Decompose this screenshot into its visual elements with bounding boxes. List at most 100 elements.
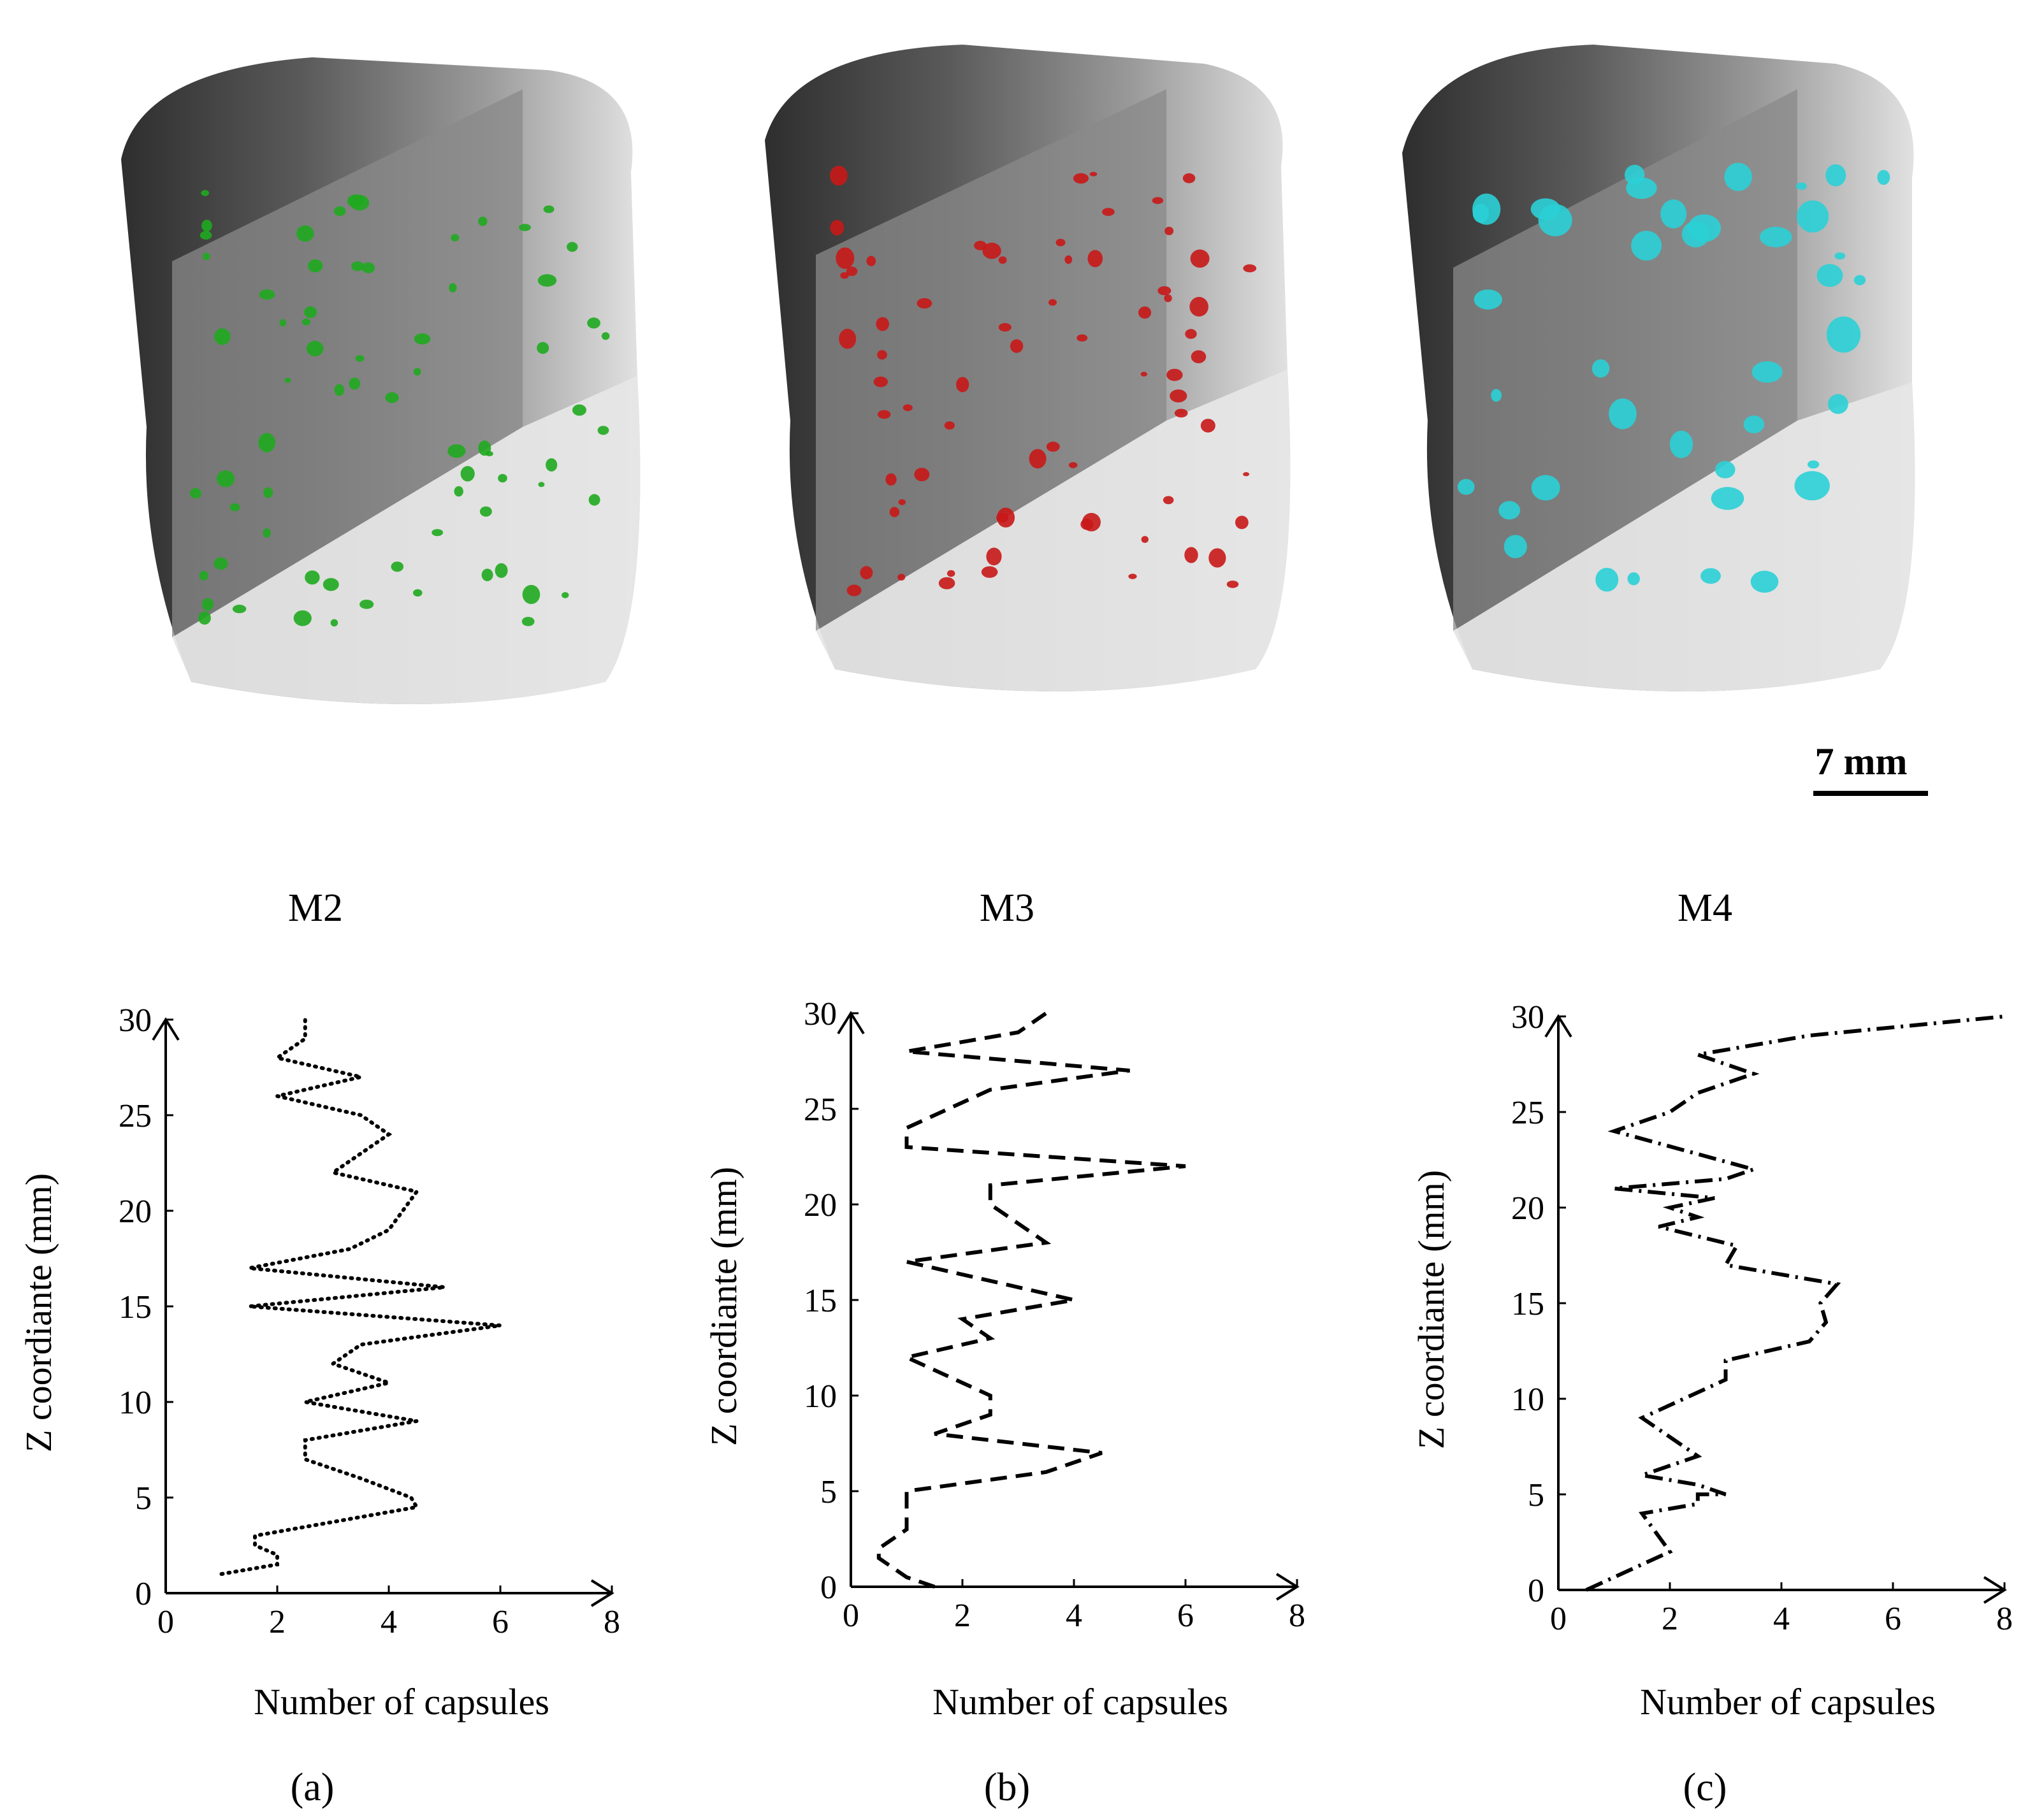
capsule <box>1498 501 1521 520</box>
capsule <box>1170 389 1187 403</box>
capsule <box>998 256 1007 264</box>
capsule <box>986 547 1002 566</box>
capsules-m3 <box>830 166 1257 596</box>
capsule <box>1660 199 1687 229</box>
capsule <box>347 194 365 208</box>
capsule <box>201 219 212 232</box>
scale-bar: 7 mm <box>1813 740 1928 796</box>
capsule <box>996 507 1015 528</box>
capsule <box>1472 193 1501 225</box>
capsule <box>1046 442 1060 452</box>
y-tick-label: 10 <box>804 1378 837 1415</box>
capsule <box>361 262 375 273</box>
capsule <box>877 410 891 419</box>
capsule <box>1128 574 1137 579</box>
capsule <box>263 487 273 498</box>
capsule <box>413 368 421 376</box>
capsule <box>1504 535 1527 558</box>
capsule <box>974 240 987 250</box>
capsule <box>1235 516 1249 530</box>
x-tick-label: 8 <box>604 1604 620 1640</box>
capsule <box>1200 419 1215 433</box>
capsule <box>1226 581 1239 588</box>
capsule <box>199 231 212 240</box>
capsule <box>860 566 873 580</box>
y-tick-label: 15 <box>1511 1286 1544 1322</box>
capsule <box>1828 394 1848 414</box>
y-tick-label: 10 <box>1511 1382 1544 1418</box>
capsule <box>1760 226 1792 248</box>
y-tick-label: 20 <box>119 1194 152 1230</box>
capsule <box>1184 547 1198 563</box>
capsule <box>519 224 531 231</box>
capsule <box>216 470 235 487</box>
y-tick-label: 20 <box>804 1187 837 1224</box>
axes: 0 2 4 6 8 0 5 10 15 20 25 30 <box>119 1002 620 1640</box>
capsule <box>1743 415 1765 433</box>
capsule <box>1797 200 1829 233</box>
capsule <box>885 473 897 486</box>
capsule <box>479 506 492 517</box>
capsule <box>334 384 345 396</box>
capsule <box>1182 173 1196 184</box>
capsule <box>1080 518 1094 530</box>
capsule <box>1834 252 1846 260</box>
capsule <box>349 377 361 390</box>
chart-title: M3 <box>980 886 1034 930</box>
panel-letter: (b) <box>984 1766 1030 1809</box>
capsule <box>1491 389 1502 402</box>
capsule <box>877 350 887 360</box>
capsule <box>1714 461 1736 479</box>
x-tick-label: 4 <box>381 1604 397 1640</box>
capsule <box>1164 226 1174 235</box>
series-line <box>876 1011 1186 1589</box>
capsule <box>903 404 913 412</box>
capsule <box>1750 570 1779 593</box>
y-tick-label: 30 <box>804 996 837 1032</box>
capsule <box>307 259 323 273</box>
capsule <box>601 332 610 340</box>
capsule <box>414 333 431 345</box>
y-tick-label: 5 <box>820 1474 837 1510</box>
capsule <box>1457 479 1475 495</box>
capsule <box>385 392 399 403</box>
capsule <box>279 319 287 327</box>
capsule <box>1064 255 1073 264</box>
capsules-m2 <box>189 190 610 627</box>
y-axis-label: Z coordiante (mm) <box>1410 1170 1452 1449</box>
series-polyline <box>1585 1015 2005 1592</box>
capsule <box>897 574 906 581</box>
capsule <box>1010 339 1024 353</box>
y-tick-label: 30 <box>1511 999 1544 1036</box>
series-line <box>1585 1015 2005 1592</box>
capsule <box>873 376 888 387</box>
capsule <box>1688 214 1721 242</box>
x-tick-label: 0 <box>1550 1601 1567 1637</box>
capsule <box>1794 471 1830 501</box>
capsule <box>956 377 969 393</box>
capsule <box>431 529 444 537</box>
capsule <box>938 577 955 589</box>
y-tick-label: 25 <box>1511 1095 1544 1131</box>
capsule <box>543 205 555 213</box>
core-render-m4 <box>1402 45 1915 691</box>
capsule <box>263 528 271 538</box>
y-tick-label: 10 <box>119 1385 152 1421</box>
capsule <box>201 598 214 611</box>
capsule <box>1055 238 1066 247</box>
capsule <box>330 619 338 627</box>
y-tick-label: 15 <box>119 1289 152 1325</box>
capsule <box>846 266 858 277</box>
capsule <box>876 317 889 331</box>
capsule <box>1807 460 1820 469</box>
x-axis-label: Number of capsules <box>254 1681 549 1722</box>
x-tick-label: 8 <box>1289 1598 1305 1634</box>
capsule <box>1141 536 1149 543</box>
capsule <box>1166 368 1183 381</box>
capsule <box>1531 475 1560 501</box>
capsule <box>1243 264 1257 273</box>
capsule <box>214 328 231 345</box>
capsule <box>1191 350 1207 363</box>
capsules-m4 <box>1457 162 1890 593</box>
